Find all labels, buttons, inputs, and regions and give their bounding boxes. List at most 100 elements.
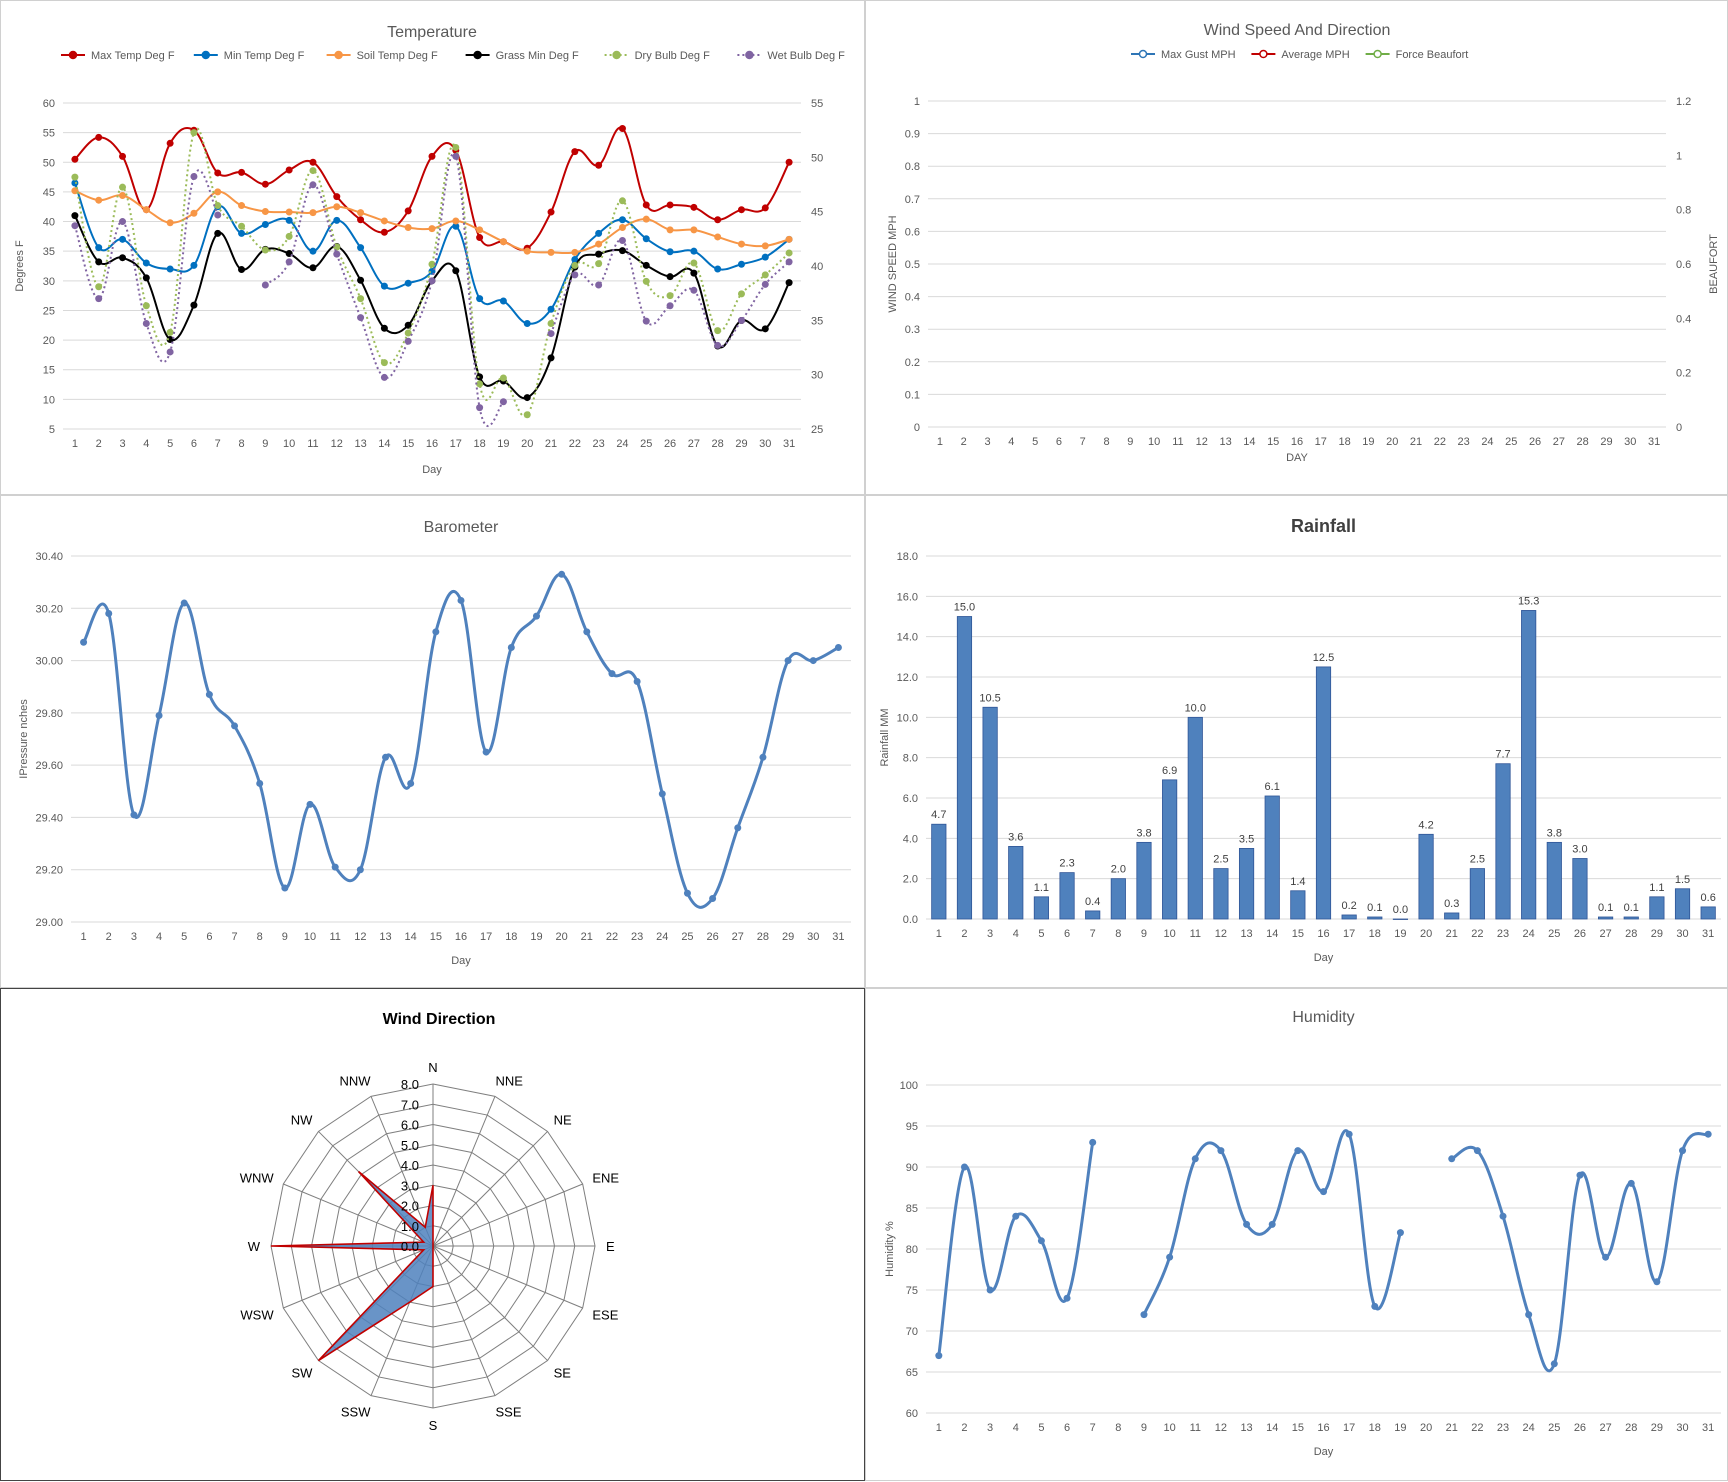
x-tick-label: 5 (167, 438, 173, 450)
data-point (1191, 1155, 1199, 1163)
x-tick-label: 31 (1648, 436, 1660, 448)
data-point (407, 779, 415, 787)
data-point (285, 208, 293, 216)
x-tick-label: 20 (521, 438, 533, 450)
y2-tick-label: 45 (811, 207, 823, 219)
x-tick-label: 30 (1676, 928, 1688, 940)
legend-entry: Max Temp Deg F (91, 50, 175, 62)
data-point (683, 889, 691, 897)
x-tick-label: 22 (1471, 928, 1483, 940)
y-tick-label: 90 (906, 1162, 918, 1174)
data-label: 10.0 (1185, 702, 1206, 714)
data-point (1037, 1237, 1045, 1245)
data-point (214, 202, 222, 210)
chart-title: Barometer (424, 519, 499, 536)
data-point (214, 169, 222, 177)
y-tick-label: 29.80 (35, 708, 63, 720)
legend-marker (1259, 49, 1268, 59)
x-tick-label: 26 (706, 931, 718, 943)
data-point (261, 221, 269, 229)
x-tick-label: 23 (631, 931, 643, 943)
data-point (142, 302, 150, 310)
direction-label: NW (291, 1112, 313, 1127)
data-point (281, 884, 289, 892)
data-point (785, 235, 793, 243)
x-tick-label: 8 (257, 931, 263, 943)
legend-marker (68, 50, 78, 60)
data-label: 1.5 (1675, 874, 1690, 886)
data-point (285, 232, 293, 240)
y-tick-label: 29.00 (35, 917, 63, 929)
x-tick-label: 19 (1362, 436, 1374, 448)
data-point (690, 203, 698, 211)
y-tick-label: 0.2 (905, 357, 920, 369)
direction-label: SSW (341, 1404, 371, 1419)
data-point (404, 337, 412, 345)
x-tick-label: 15 (1292, 928, 1304, 940)
data-label: 2.5 (1213, 854, 1228, 866)
rainfall-chart: Rainfall18.016.014.012.010.08.06.04.02.0… (879, 516, 1721, 964)
rain-bar (1572, 858, 1588, 920)
data-label: 4.2 (1418, 819, 1433, 831)
data-point (666, 292, 674, 300)
x-tick-label: 17 (480, 931, 492, 943)
data-point (285, 258, 293, 266)
y2-tick-label: 30 (811, 370, 823, 382)
x-tick-label: 10 (1164, 1422, 1176, 1434)
data-point (357, 276, 365, 284)
y-tick-label: 0.7 (905, 194, 920, 206)
direction-label: ESE (592, 1308, 618, 1323)
x-tick-label: 27 (688, 438, 700, 450)
data-point (476, 295, 484, 303)
rain-bar (1187, 716, 1203, 920)
data-label: 0.3 (1444, 898, 1459, 910)
x-tick-label: 26 (1574, 1422, 1586, 1434)
data-label: 3.5 (1239, 833, 1254, 845)
data-point (714, 216, 722, 224)
x-tick-label: 24 (1523, 928, 1535, 940)
data-point (960, 1163, 968, 1171)
data-point (1396, 1229, 1404, 1237)
data-point (761, 271, 769, 279)
y-tick-label: 8.0 (903, 753, 918, 765)
data-point (1063, 1294, 1071, 1302)
radar-spoke (283, 1245, 434, 1309)
data-point (499, 374, 507, 382)
data-point (1550, 1360, 1558, 1368)
rain-bar (956, 616, 973, 920)
data-point (142, 274, 150, 282)
data-point (642, 201, 650, 209)
x-axis-label: Day (1314, 952, 1334, 964)
data-point (1217, 1147, 1225, 1155)
data-point (1320, 1188, 1327, 1196)
data-point (476, 226, 484, 234)
data-point (404, 279, 412, 287)
data-point (714, 265, 722, 273)
x-tick-label: 20 (1420, 1422, 1432, 1434)
data-point (547, 208, 555, 216)
data-point (428, 277, 436, 285)
data-label: 0.6 (1701, 892, 1716, 904)
data-label: 2.3 (1059, 858, 1074, 870)
direction-label: SSE (496, 1404, 522, 1419)
data-point (428, 152, 436, 160)
rain-bar (1085, 910, 1101, 920)
x-tick-label: 11 (1172, 436, 1183, 448)
x-tick-label: 25 (1548, 1422, 1560, 1434)
data-point (333, 193, 341, 201)
x-tick-label: 3 (987, 1422, 993, 1434)
y-tick-label: 0.6 (905, 226, 920, 238)
x-tick-label: 4 (1013, 1422, 1019, 1434)
data-label: 0.1 (1624, 902, 1639, 914)
rain-bar (1341, 914, 1357, 920)
data-point (595, 281, 603, 289)
x-tick-label: 15 (402, 438, 414, 450)
data-point (382, 753, 390, 761)
data-point (690, 286, 698, 294)
rain-bar (1315, 666, 1332, 920)
rain-bar (1495, 763, 1511, 920)
y-tick-label: 18.0 (897, 551, 918, 563)
data-point (784, 657, 792, 665)
x-tick-label: 7 (1090, 1422, 1096, 1434)
data-label: 15.0 (954, 602, 975, 614)
